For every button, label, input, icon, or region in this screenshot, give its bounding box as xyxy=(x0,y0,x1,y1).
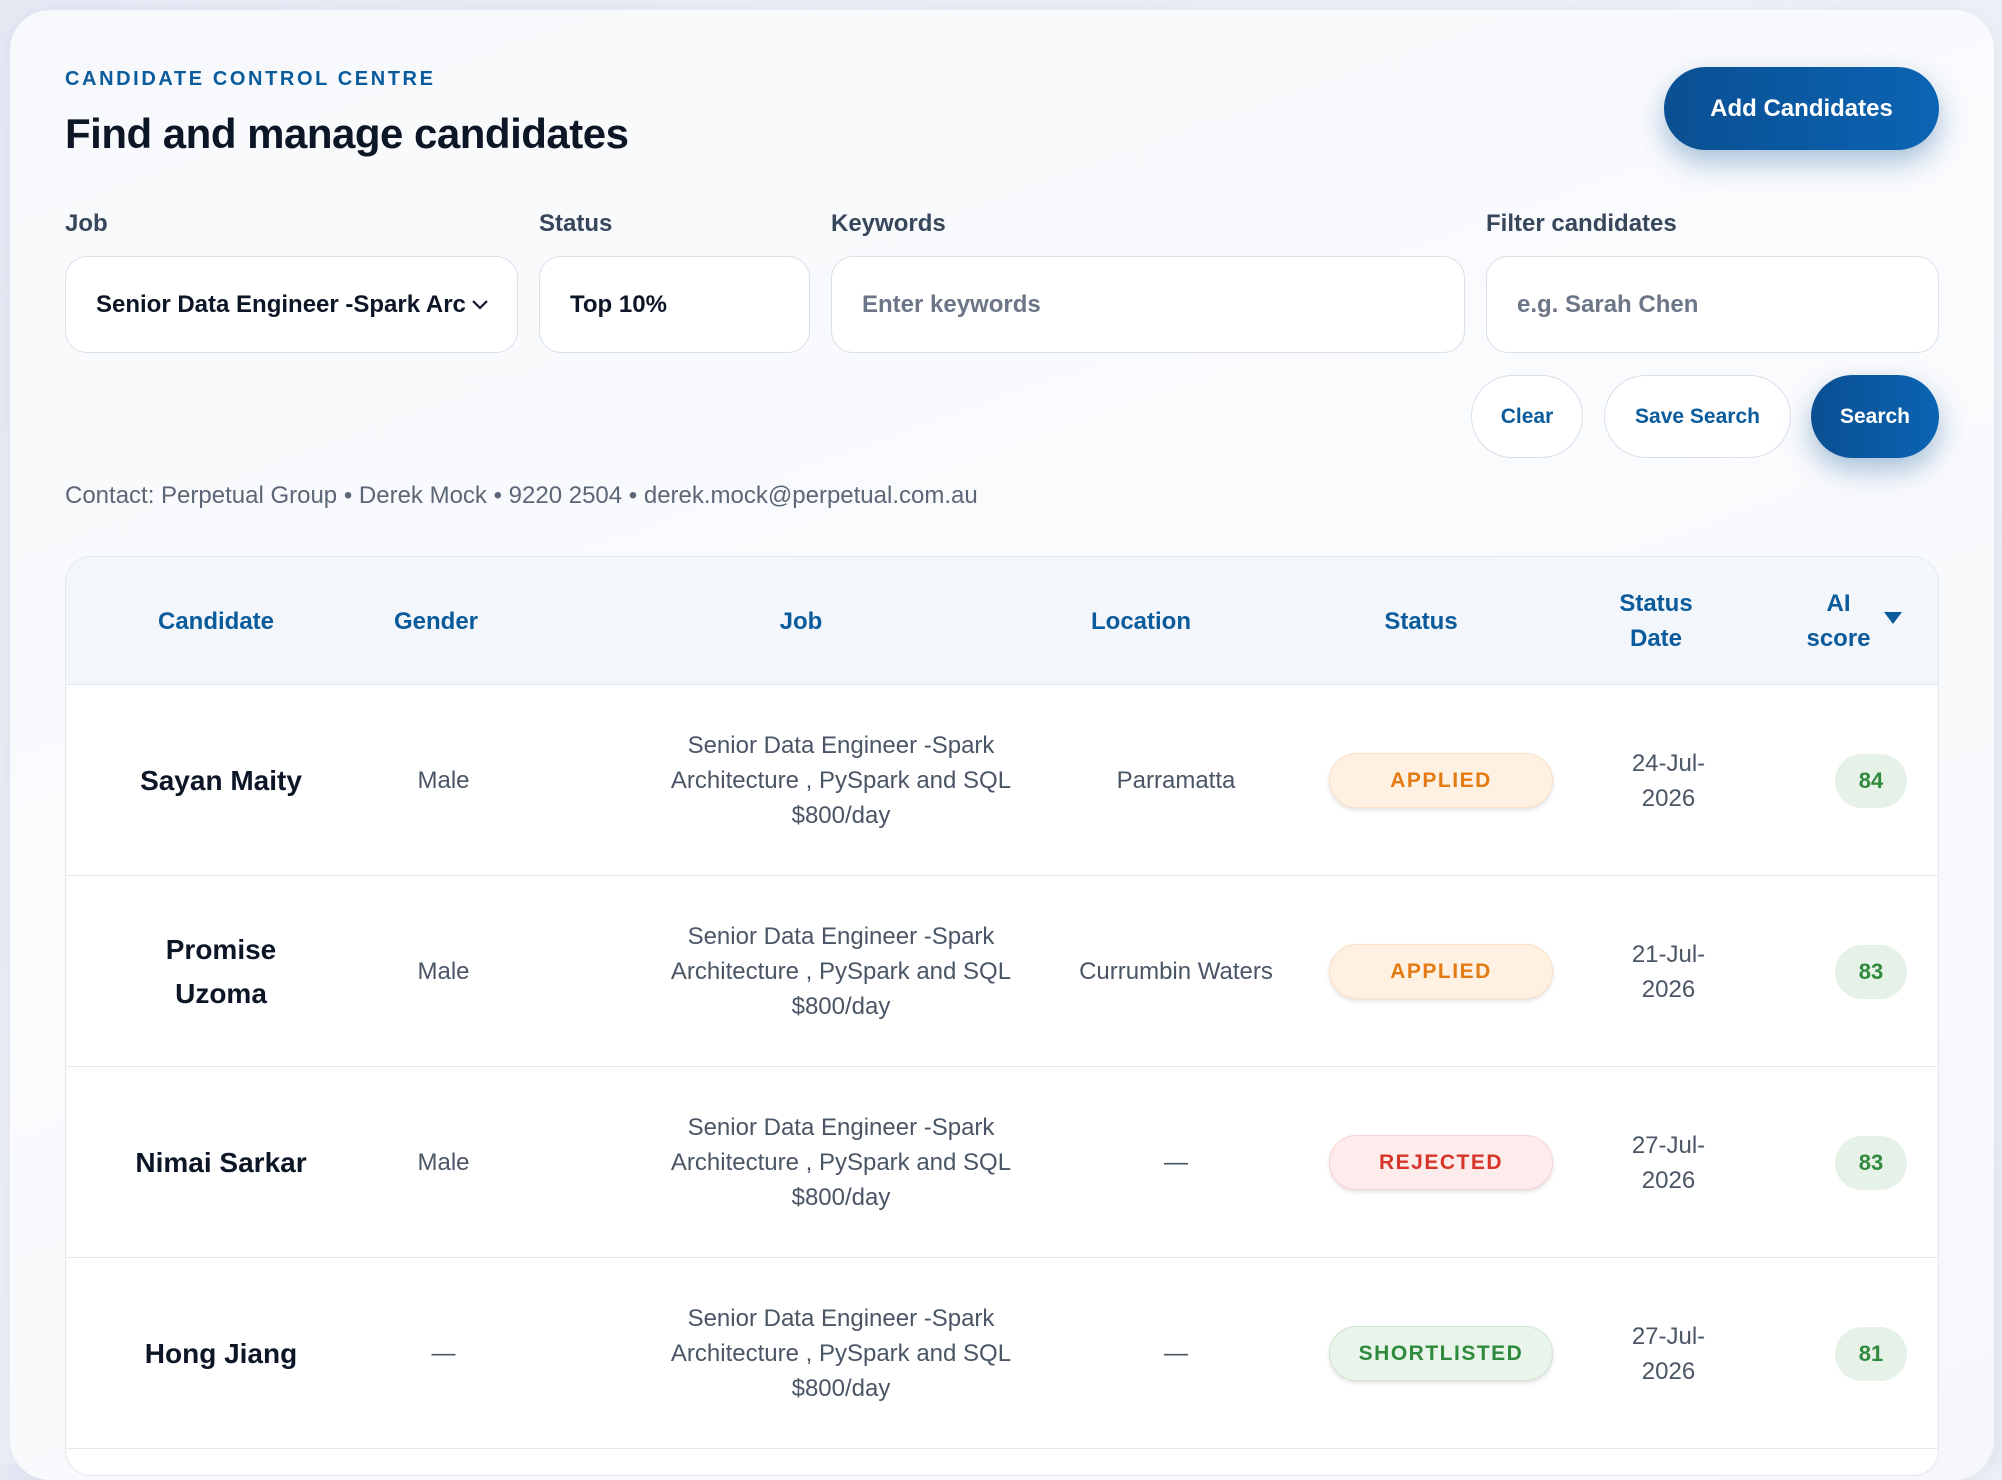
candidate-location: Parramatta xyxy=(1116,767,1236,794)
filter-candidates-input[interactable]: e.g. Sarah Chen xyxy=(1486,256,1939,353)
status-cell: APPLIED xyxy=(1326,685,1556,876)
chevron-down-icon xyxy=(472,294,488,315)
candidate-job: Senior Data Engineer -Spark Architecture… xyxy=(670,923,1012,1020)
ai-score-cell: 83 xyxy=(1796,1067,1938,1258)
status-badge[interactable]: APPLIED xyxy=(1329,753,1553,808)
candidate-gender: — xyxy=(431,1340,456,1367)
status-date: 27-Jul-2026 xyxy=(1631,1131,1706,1194)
candidate-job: Senior Data Engineer -Spark Architecture… xyxy=(670,732,1012,829)
candidate-job: Senior Data Engineer -Spark Architecture… xyxy=(670,1114,1012,1211)
status-label: Status xyxy=(539,210,613,237)
table-row[interactable]: Promise Uzoma Male Senior Data Engineer -S… xyxy=(66,876,1938,1067)
ai-score-cell: 81 xyxy=(1796,1258,1938,1449)
status-select[interactable]: Top 10% xyxy=(539,256,810,353)
status-date: 27-Jul-2026 xyxy=(1631,1322,1706,1385)
ai-score-badge: 83 xyxy=(1835,1135,1907,1190)
save-search-button[interactable]: Save Search xyxy=(1604,375,1791,458)
ai-score-badge: 81 xyxy=(1835,1326,1907,1381)
status-badge[interactable]: REJECTED xyxy=(1329,1135,1553,1190)
keywords-label: Keywords xyxy=(831,210,946,237)
column-header-status[interactable]: Status xyxy=(1384,607,1458,635)
status-badge[interactable]: APPLIED xyxy=(1329,944,1553,999)
candidate-name[interactable]: Promise Uzoma xyxy=(165,933,277,1009)
status-cell: APPLIED xyxy=(1326,876,1556,1067)
candidate-name[interactable]: Sayan Maity xyxy=(140,764,302,796)
page-title: Find and manage candidates xyxy=(65,110,629,157)
candidate-location: — xyxy=(1164,1149,1188,1176)
ai-score-cell: 84 xyxy=(1796,685,1938,876)
status-badge[interactable]: SHORTLISTED xyxy=(1329,1326,1553,1381)
ai-score-badge: 83 xyxy=(1835,944,1907,999)
keywords-input[interactable]: Enter keywords xyxy=(831,256,1465,353)
candidate-gender: Male xyxy=(417,958,470,985)
candidate-gender: Male xyxy=(417,1149,470,1176)
filter-candidates-placeholder: e.g. Sarah Chen xyxy=(1517,290,1699,318)
candidate-gender: Male xyxy=(417,767,470,794)
table-row[interactable]: Nimai Sarkar Male Senior Data Engineer -Sp… xyxy=(66,1067,1938,1258)
search-button[interactable]: Search xyxy=(1811,375,1939,458)
job-label: Job xyxy=(65,210,108,237)
sort-descending-icon[interactable] xyxy=(1884,612,1902,624)
table-row[interactable]: Sayan Maity Male Senior Data Engineer -Spa… xyxy=(66,685,1938,876)
candidate-job: Senior Data Engineer -Spark Architecture… xyxy=(670,1305,1012,1402)
candidate-name[interactable]: Nimai Sarkar xyxy=(135,1146,307,1178)
column-header-job[interactable]: Job xyxy=(779,607,823,635)
eyebrow-label: CANDIDATE CONTROL CENTRE xyxy=(65,68,436,90)
column-header-ai-score[interactable]: AI score xyxy=(1806,590,1871,652)
candidate-location: — xyxy=(1164,1340,1188,1367)
column-header-gender[interactable]: Gender xyxy=(393,607,479,635)
keywords-placeholder: Enter keywords xyxy=(862,290,1041,318)
ai-score-cell: 83 xyxy=(1796,876,1938,1067)
table-header: Candidate Gender Job Location Status Sta… xyxy=(66,557,1938,685)
candidate-location: Currumbin Waters xyxy=(1079,958,1273,985)
column-header-candidate[interactable]: Candidate xyxy=(157,607,274,635)
job-select[interactable]: Senior Data Engineer -Spark Arc xyxy=(65,256,518,353)
clear-button[interactable]: Clear xyxy=(1471,375,1583,458)
filter-candidates-label: Filter candidates xyxy=(1486,210,1677,237)
table-row[interactable]: Hong Jiang — Senior Data Engineer -Spark A… xyxy=(66,1258,1938,1449)
column-header-status-date[interactable]: Status Date xyxy=(1619,590,1693,652)
status-date: 21-Jul-2026 xyxy=(1631,940,1706,1003)
contact-info: Contact: Perpetual Group • Derek Mock • … xyxy=(65,482,978,509)
column-header-location[interactable]: Location xyxy=(1091,607,1191,635)
status-cell: REJECTED xyxy=(1326,1067,1556,1258)
add-candidates-button[interactable]: Add Candidates xyxy=(1664,67,1939,150)
candidate-name[interactable]: Hong Jiang xyxy=(144,1337,298,1369)
candidates-table: Candidate Gender Job Location Status Sta… xyxy=(65,556,1939,1476)
status-date: 24-Jul-2026 xyxy=(1631,749,1706,812)
job-select-value: Senior Data Engineer -Spark Arc xyxy=(96,290,466,318)
ai-score-badge: 84 xyxy=(1835,753,1907,808)
status-cell: SHORTLISTED xyxy=(1326,1258,1556,1449)
status-select-value: Top 10% xyxy=(570,290,667,318)
